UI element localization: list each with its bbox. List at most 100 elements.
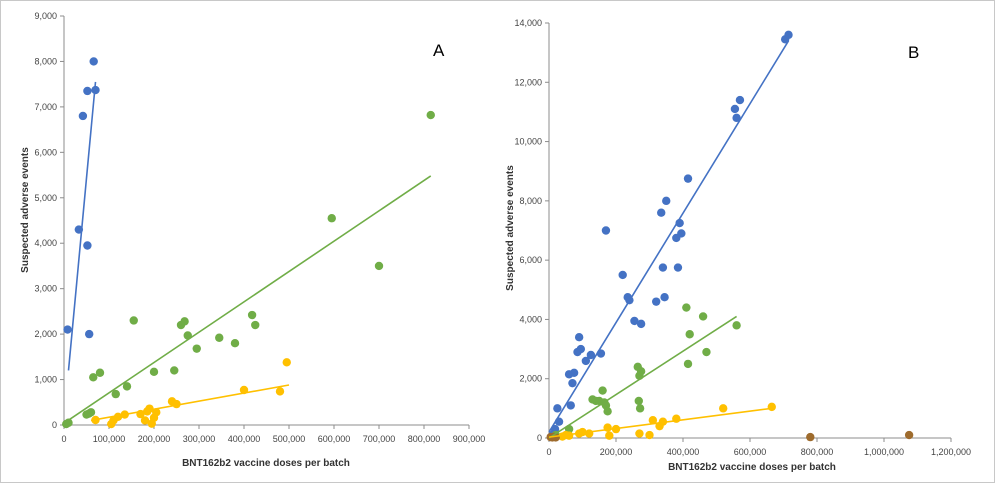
x-tick-label: 100,000 (93, 434, 126, 444)
series-blue (63, 57, 100, 339)
y-tick-label: 7,000 (34, 102, 57, 112)
data-point-green (685, 330, 694, 339)
data-point-blue (618, 270, 627, 280)
panel-a: Suspected adverse events BNT162b2 vaccin… (20, 11, 485, 469)
data-point-brown (806, 432, 815, 442)
y-tick-label: 5,000 (34, 193, 57, 203)
trendline-green (63, 175, 432, 424)
data-point-green (149, 367, 159, 377)
data-point-green (426, 110, 435, 120)
data-point-green (247, 310, 257, 320)
y-tick-label: 8,000 (519, 196, 542, 206)
data-point-blue (677, 229, 686, 238)
y-tick-label: 8,000 (34, 56, 57, 66)
data-point-green (129, 316, 138, 325)
y-tick-label: 9,000 (34, 11, 57, 21)
series-yellow (91, 358, 291, 429)
data-point-blue (581, 356, 591, 366)
y-tick-label: 4,000 (519, 314, 542, 324)
data-point-blue (566, 401, 575, 410)
y-tick-label: 0 (537, 433, 542, 443)
data-point-blue (784, 30, 793, 40)
data-point-blue (683, 174, 693, 183)
data-point-blue (553, 404, 562, 413)
data-point-blue (735, 95, 745, 105)
y-tick-label: 0 (52, 420, 57, 430)
data-point-green (636, 367, 646, 376)
data-point-green (702, 347, 711, 357)
data-point-yellow (282, 358, 291, 367)
data-point-green (86, 408, 96, 417)
y-tick-label: 4,000 (34, 238, 57, 248)
data-point-blue (652, 297, 661, 306)
y-tick-label: 10,000 (514, 137, 542, 147)
data-point-green (95, 368, 105, 377)
data-point-blue (657, 208, 666, 217)
x-tick-label: 700,000 (363, 434, 396, 444)
x-tick-label: 500,000 (273, 434, 306, 444)
trendline-blue (548, 40, 790, 433)
data-point-yellow (648, 416, 658, 425)
data-point-blue (63, 325, 72, 334)
data-point-yellow (275, 387, 285, 396)
panel-label: A (433, 41, 445, 60)
data-point-yellow (635, 429, 644, 438)
y-tick-label: 6,000 (519, 255, 542, 265)
panel-label: B (908, 43, 919, 62)
data-point-blue (660, 292, 669, 302)
x-axis-title: BNT162b2 vaccine doses per batch (668, 462, 836, 473)
data-point-green (230, 339, 240, 348)
y-tick-label: 1,000 (34, 375, 57, 385)
x-axis-title: BNT162b2 vaccine doses per batch (182, 458, 350, 469)
data-point-green (634, 396, 643, 406)
trendline-blue (67, 81, 97, 371)
x-tick-label: 200,000 (138, 434, 171, 444)
data-point-blue (586, 350, 596, 360)
data-point-blue (78, 111, 88, 121)
data-point-green (215, 333, 224, 342)
data-point-blue (630, 316, 639, 326)
data-point-green (598, 386, 607, 395)
data-point-green (111, 389, 120, 399)
data-point-yellow (645, 430, 654, 440)
x-tick-label: 1,000,000 (864, 447, 904, 457)
x-tick-label: 300,000 (183, 434, 216, 444)
data-point-blue (569, 368, 579, 377)
data-point-brown (904, 430, 914, 440)
data-point-green (635, 404, 645, 413)
data-point-yellow (719, 404, 728, 413)
x-tick-label: 0 (546, 447, 551, 457)
data-point-green (698, 312, 708, 321)
data-point-blue (574, 333, 584, 342)
x-tick-label: 400,000 (667, 447, 700, 457)
trendline-green (548, 315, 738, 439)
data-point-green (192, 344, 201, 353)
x-tick-label: 600,000 (318, 434, 351, 444)
x-tick-label: 400,000 (228, 434, 261, 444)
data-point-green (327, 214, 336, 223)
data-point-yellow (605, 431, 614, 440)
x-tick-label: 200,000 (600, 447, 633, 457)
data-point-blue (89, 57, 98, 66)
y-tick-label: 14,000 (514, 18, 542, 28)
y-tick-label: 2,000 (34, 329, 57, 339)
data-point-yellow (140, 416, 150, 425)
trendline-yellow (90, 384, 290, 422)
data-point-green (682, 303, 691, 312)
data-point-yellow (767, 402, 776, 412)
data-point-green (603, 407, 612, 416)
x-tick-label: 900,000 (453, 434, 486, 444)
data-point-green (170, 366, 179, 375)
y-axis-title: Suspected adverse events (20, 147, 31, 273)
data-point-blue (601, 226, 611, 235)
data-point-green (732, 321, 741, 330)
trendline-yellow (548, 407, 772, 438)
y-axis-title: Suspected adverse events (505, 165, 516, 291)
data-point-yellow (152, 408, 161, 417)
data-point-blue (636, 319, 646, 329)
data-point-blue (85, 329, 94, 339)
x-tick-label: 800,000 (801, 447, 834, 457)
data-point-green (180, 317, 189, 326)
